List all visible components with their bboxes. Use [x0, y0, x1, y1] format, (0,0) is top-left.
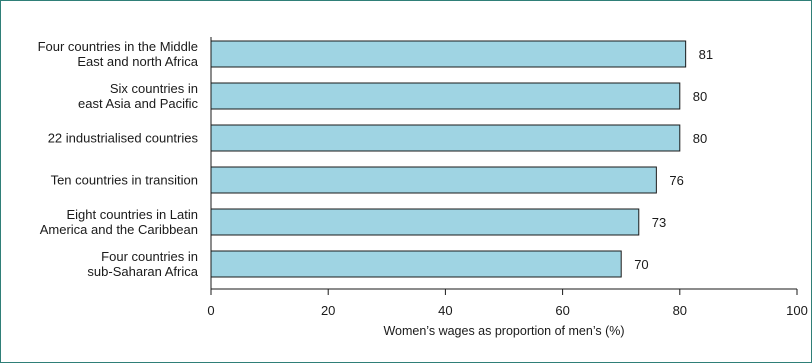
category-label: Ten countries in transition — [51, 173, 198, 188]
bar-value-label: 81 — [699, 47, 713, 62]
bar — [210, 40, 687, 68]
category-label: Four countries in the Middle East and nor… — [38, 39, 199, 69]
bar — [210, 208, 640, 236]
bar — [210, 124, 681, 152]
x-tick-label: 40 — [438, 303, 452, 318]
category-label: Six countries in east Asia and Pacific — [78, 81, 198, 111]
x-tick-label: 0 — [207, 303, 214, 318]
bar-value-label: 73 — [652, 215, 666, 230]
bar — [210, 82, 681, 110]
bar-value-label: 80 — [693, 89, 707, 104]
x-tick-label: 60 — [555, 303, 569, 318]
category-labels-layer: Four countries in the Middle East and nor… — [38, 39, 199, 279]
category-label: 22 industrialised countries — [48, 131, 199, 146]
bar-value-label: 80 — [693, 131, 707, 146]
bar — [210, 250, 622, 278]
category-label: Four countries in sub-Saharan Africa — [87, 249, 198, 279]
x-axis-title: Women’s wages as proportion of men’s (%) — [383, 324, 624, 338]
bars-layer — [210, 40, 687, 278]
category-label: Eight countries in Latin America and the … — [40, 207, 198, 237]
x-tick-label: 20 — [321, 303, 335, 318]
bar — [210, 166, 657, 194]
value-labels-layer: 81 80 80 76 73 70 — [634, 47, 713, 272]
bar-value-label: 70 — [634, 257, 648, 272]
bar-value-label: 76 — [669, 173, 683, 188]
x-tick-label: 100 — [786, 303, 808, 318]
x-tick-label: 80 — [673, 303, 687, 318]
x-axis: 0 20 40 60 80 100 — [207, 37, 808, 318]
